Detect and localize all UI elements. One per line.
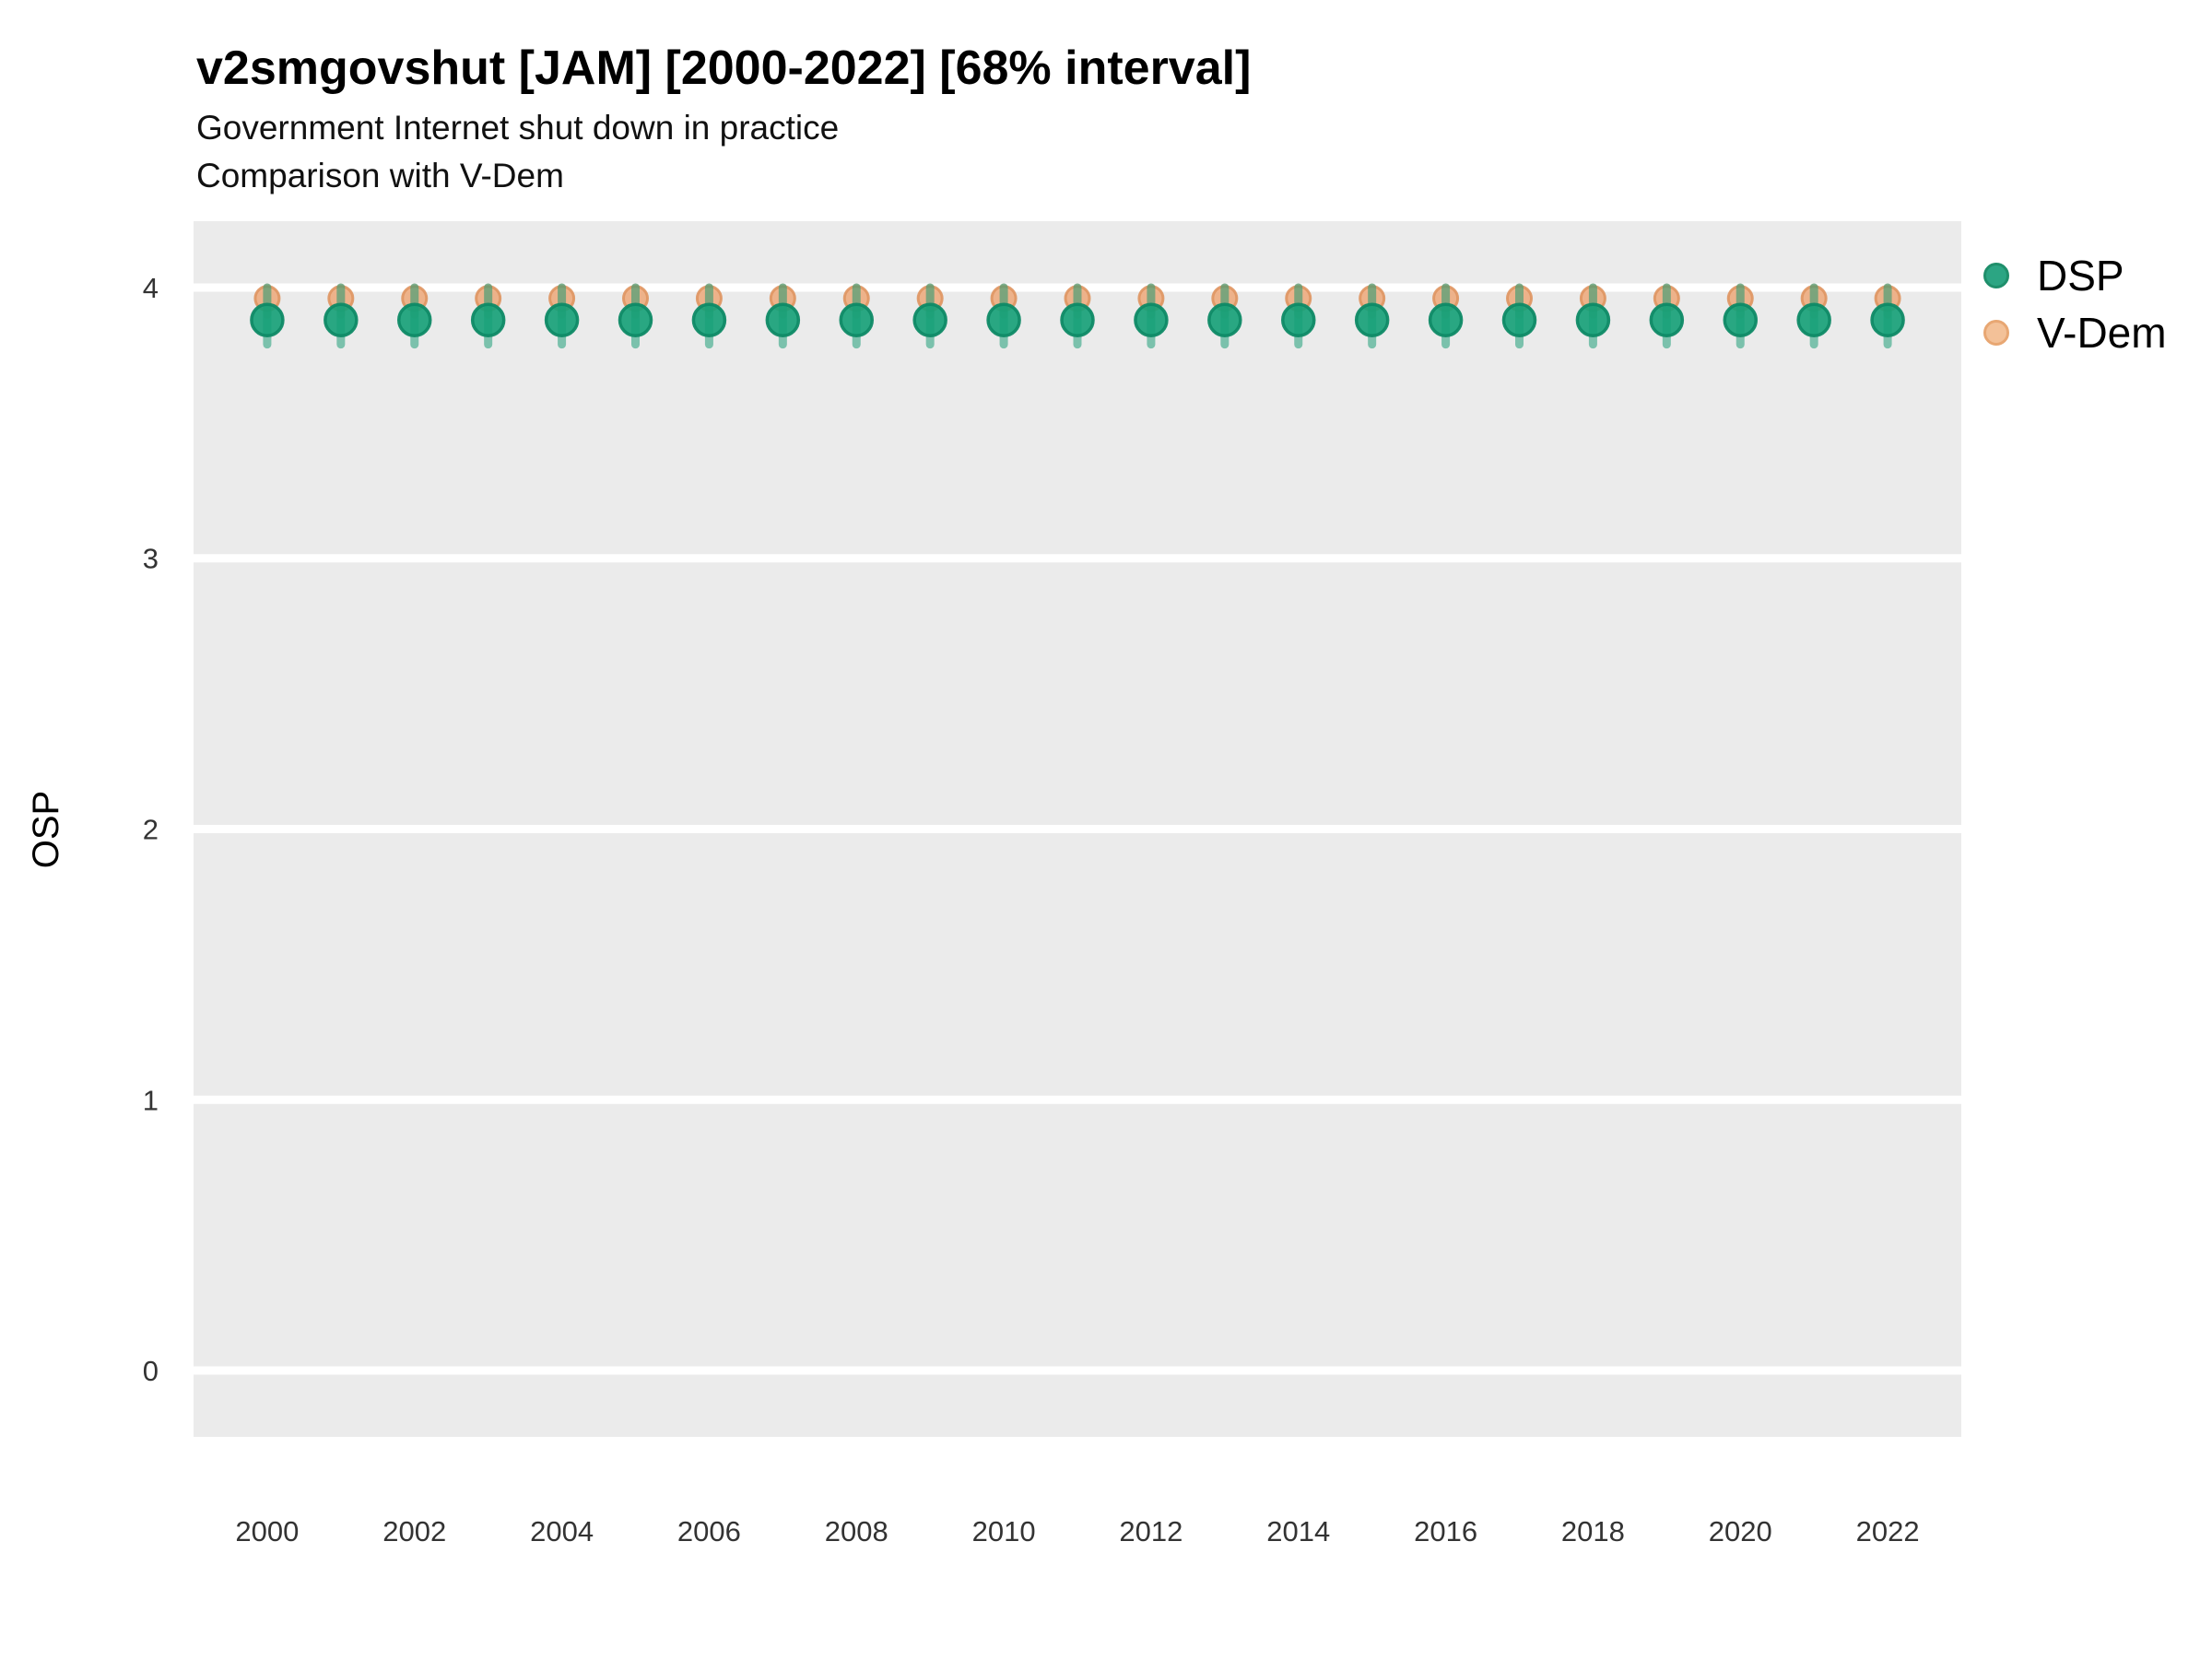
y-tick-label-2: 2: [143, 814, 159, 846]
x-tick-label-2008: 2008: [825, 1515, 888, 1547]
chart-subtitle: Government Internet shut down in practic…: [196, 109, 840, 147]
dsp-point-2000[interactable]: [250, 302, 285, 337]
x-tick-label-2002: 2002: [382, 1515, 446, 1547]
x-tick-label-2014: 2014: [1266, 1515, 1330, 1547]
legend-item-vdem[interactable]: V-Dem: [1983, 304, 2167, 361]
dsp-point-2007[interactable]: [765, 302, 801, 337]
dsp-point-2004[interactable]: [544, 302, 580, 337]
dsp-point-2017[interactable]: [1501, 302, 1537, 337]
x-tick-label-2016: 2016: [1414, 1515, 1477, 1547]
dsp-point-2013[interactable]: [1207, 302, 1242, 337]
x-tick-label-2020: 2020: [1709, 1515, 1772, 1547]
x-tick-label-2018: 2018: [1561, 1515, 1625, 1547]
legend: DSP V-Dem: [1983, 247, 2167, 361]
dsp-point-2010[interactable]: [986, 302, 1021, 337]
dsp-point-2022[interactable]: [1870, 302, 1905, 337]
dsp-point-2005[interactable]: [618, 302, 653, 337]
x-tick-label-2012: 2012: [1119, 1515, 1182, 1547]
dsp-point-2020[interactable]: [1723, 302, 1758, 337]
chart-subtitle-comparison: Comparison with V-Dem: [196, 157, 564, 194]
x-tick-label-2006: 2006: [677, 1515, 741, 1547]
dsp-point-2019[interactable]: [1649, 302, 1685, 337]
dsp-point-2015[interactable]: [1354, 302, 1390, 337]
dsp-point-2002[interactable]: [397, 302, 432, 337]
dsp-point-2008[interactable]: [839, 302, 874, 337]
y-tick-label-3: 3: [143, 543, 159, 575]
dsp-point-2009[interactable]: [912, 302, 947, 337]
x-tick-label-2004: 2004: [530, 1515, 594, 1547]
legend-item-dsp[interactable]: DSP: [1983, 247, 2167, 304]
legend-label-dsp: DSP: [2037, 252, 2124, 300]
y-tick-label-0: 0: [143, 1355, 159, 1387]
x-tick-label-2010: 2010: [972, 1515, 1036, 1547]
dsp-point-2011[interactable]: [1060, 302, 1095, 337]
legend-label-vdem: V-Dem: [2037, 309, 2167, 357]
y-tick-label-4: 4: [143, 272, 159, 304]
dsp-point-2003[interactable]: [470, 302, 506, 337]
dsp-point-2006[interactable]: [691, 302, 727, 337]
dsp-point-2001[interactable]: [324, 302, 359, 337]
y-tick-label-1: 1: [143, 1084, 159, 1116]
y-axis-title: OSP: [26, 791, 66, 868]
dsp-point-2021[interactable]: [1796, 302, 1831, 337]
dsp-point-2018[interactable]: [1575, 302, 1611, 337]
chart-title: v2smgovshut [JAM] [2000-2022] [68% inter…: [196, 41, 1252, 95]
dsp-point-2014[interactable]: [1281, 302, 1316, 337]
dsp-point-2016[interactable]: [1428, 302, 1464, 337]
dsp-point-2012[interactable]: [1134, 302, 1169, 337]
vdem-legend-dot-icon: [1983, 320, 2009, 346]
x-tick-label-2000: 2000: [235, 1515, 299, 1547]
dsp-legend-dot-icon: [1983, 263, 2009, 288]
x-tick-label-2022: 2022: [1856, 1515, 1920, 1547]
